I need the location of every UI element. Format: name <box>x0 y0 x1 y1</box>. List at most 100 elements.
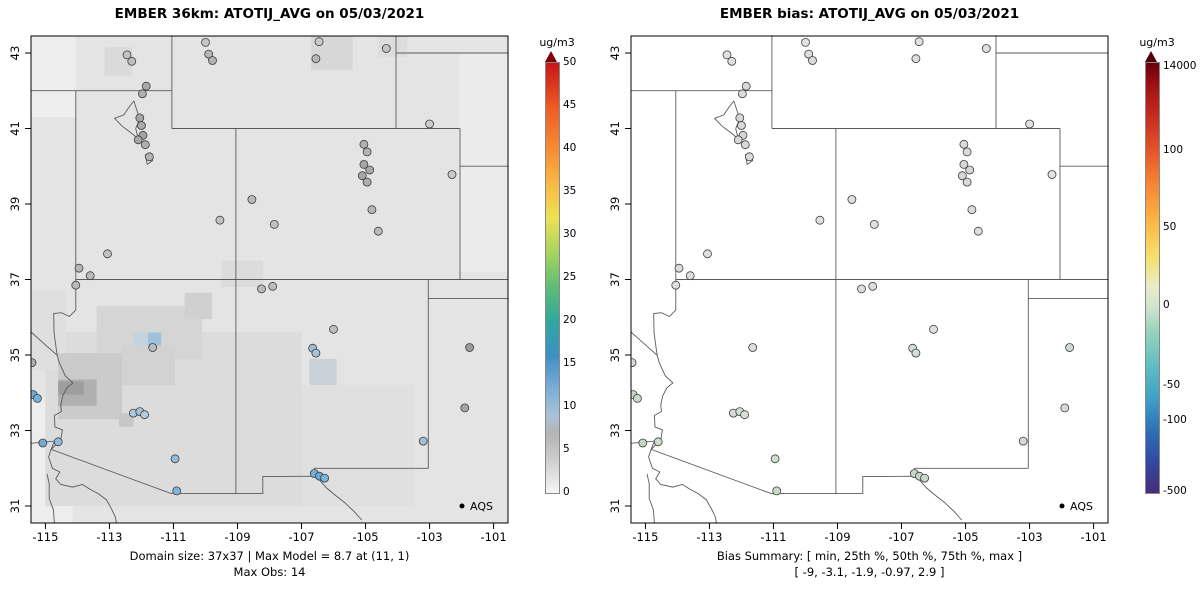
x-tick-label: -105 <box>352 530 378 544</box>
x-tick-label: -101 <box>481 530 507 544</box>
state-boundary <box>650 90 677 450</box>
aqs-site-marker <box>133 135 143 145</box>
aqs-site-marker <box>53 437 63 447</box>
aqs-site-marker <box>447 170 457 179</box>
colorbar-tick-label: -50 <box>1163 378 1181 391</box>
x-tick-label: -115 <box>32 530 58 544</box>
model-colorbar-units-label: ug/m3 <box>539 36 575 49</box>
aqs-site-marker <box>418 436 428 446</box>
aqs-site-marker <box>208 56 217 65</box>
state-boundary <box>648 449 717 523</box>
state-boundary <box>31 331 58 356</box>
aqs-site-marker <box>170 454 180 464</box>
aqs-site-marker <box>215 215 225 225</box>
aqs-legend-label: AQS <box>470 500 493 513</box>
aqs-site-marker <box>973 226 983 236</box>
aqs-site-marker <box>869 219 879 229</box>
aqs-site-marker <box>733 135 743 145</box>
aqs-site-marker <box>140 140 150 150</box>
colorbar-tick-label: 100 <box>1163 144 1184 157</box>
aqs-site-marker <box>920 473 930 483</box>
aqs-site-marker <box>365 165 375 175</box>
aqs-site-marker <box>314 37 324 47</box>
colorbar-tick-label: -100 <box>1163 414 1187 427</box>
aqs-site-marker <box>727 56 737 66</box>
aqs-site-marker <box>962 147 972 157</box>
colorbar-tick-label: 15 <box>563 357 577 369</box>
aqs-site-marker <box>868 281 878 291</box>
aqs-site-marker <box>671 280 681 290</box>
colorbar-tick-label: 10 <box>563 400 577 412</box>
aqs-site-marker <box>801 38 810 47</box>
aqs-site-marker <box>914 37 924 47</box>
y-tick-label: 43 <box>8 46 22 61</box>
aqs-site-marker <box>981 44 991 53</box>
aqs-site-marker <box>135 113 145 123</box>
aqs-site-marker <box>320 473 330 483</box>
aqs-site-marker <box>1065 343 1075 352</box>
y-tick-label: 35 <box>608 348 622 363</box>
colorbar-tick-label: 20 <box>563 314 577 326</box>
aqs-site-marker <box>965 165 975 175</box>
aqs-site-marker <box>847 195 857 204</box>
aqs-site-marker <box>735 113 745 123</box>
aqs-site-marker <box>685 271 695 281</box>
state-boundary <box>646 473 655 523</box>
grid-cell <box>31 36 76 118</box>
aqs-site-marker <box>741 81 751 91</box>
aqs-site-marker <box>740 140 750 150</box>
colorbar-tick-label: 0 <box>563 486 570 498</box>
x-tick-label: -101 <box>1081 530 1107 544</box>
x-tick-label: -103 <box>417 530 443 544</box>
aqs-site-marker <box>957 171 967 181</box>
state-boundary <box>48 449 117 523</box>
aqs-site-marker <box>269 219 279 229</box>
model-caption-line2: Max Obs: 14 <box>233 565 306 579</box>
grid-cell <box>458 53 508 272</box>
y-tick-label: 37 <box>608 272 622 287</box>
colorbar-tick-label: 45 <box>563 99 577 111</box>
aqs-site-marker <box>804 49 814 59</box>
aqs-site-marker <box>247 195 257 204</box>
colorbar-tick-label: 0 <box>1163 298 1170 311</box>
aqs-site-marker <box>1060 403 1070 413</box>
aqs-site-marker <box>329 324 338 334</box>
y-tick-label: 41 <box>8 121 22 136</box>
bias-colorbar-cap-icon <box>1145 51 1157 62</box>
aqs-site-marker <box>137 89 147 99</box>
y-tick-label: 39 <box>8 197 22 212</box>
bias-caption-line1: Bias Summary: [ min, 25th %, 50th %, 75t… <box>716 549 1023 563</box>
y-tick-label: 31 <box>608 499 622 514</box>
x-tick-label: -107 <box>288 530 314 544</box>
aqs-site-marker <box>362 177 372 187</box>
aqs-site-marker <box>85 271 95 281</box>
colorbar-tick-label: -500 <box>1163 485 1187 498</box>
model-map-panel: EMBER 36km: ATOTIJ_AVG on 05/03/2021 -11… <box>8 6 603 579</box>
aqs-site-marker <box>311 348 321 358</box>
y-tick-label: 41 <box>608 121 622 136</box>
aqs-site-marker <box>103 249 112 259</box>
map-layer <box>631 36 1108 523</box>
grid-cell <box>221 260 264 287</box>
x-tick-label: -111 <box>760 530 786 544</box>
y-tick-label: 39 <box>608 197 622 212</box>
aqs-site-marker <box>959 159 969 169</box>
aqs-site-marker <box>359 159 369 169</box>
bias-map: -115 -113 -111 -109 -107 -105 -103 -101 31 33 35 37… <box>608 35 1109 544</box>
x-tick-label: -109 <box>824 530 850 544</box>
aqs-site-marker <box>631 358 637 367</box>
y-tick-label: 33 <box>8 423 22 438</box>
aqs-site-marker <box>911 348 921 358</box>
aqs-site-marker <box>381 44 391 53</box>
aqs-site-marker <box>31 358 37 367</box>
grid-cell <box>58 381 84 395</box>
aqs-site-marker <box>257 284 266 294</box>
map-layer <box>31 36 508 523</box>
y-tick-label: 35 <box>8 348 22 363</box>
aqs-site-marker <box>38 438 48 448</box>
state-boundary <box>46 473 55 523</box>
model-colorbar-ticks: 0 5 10 15 20 25 30 35 40 45 50 <box>563 56 603 498</box>
x-tick-label: -111 <box>160 530 186 544</box>
aqs-site-marker <box>201 38 210 47</box>
